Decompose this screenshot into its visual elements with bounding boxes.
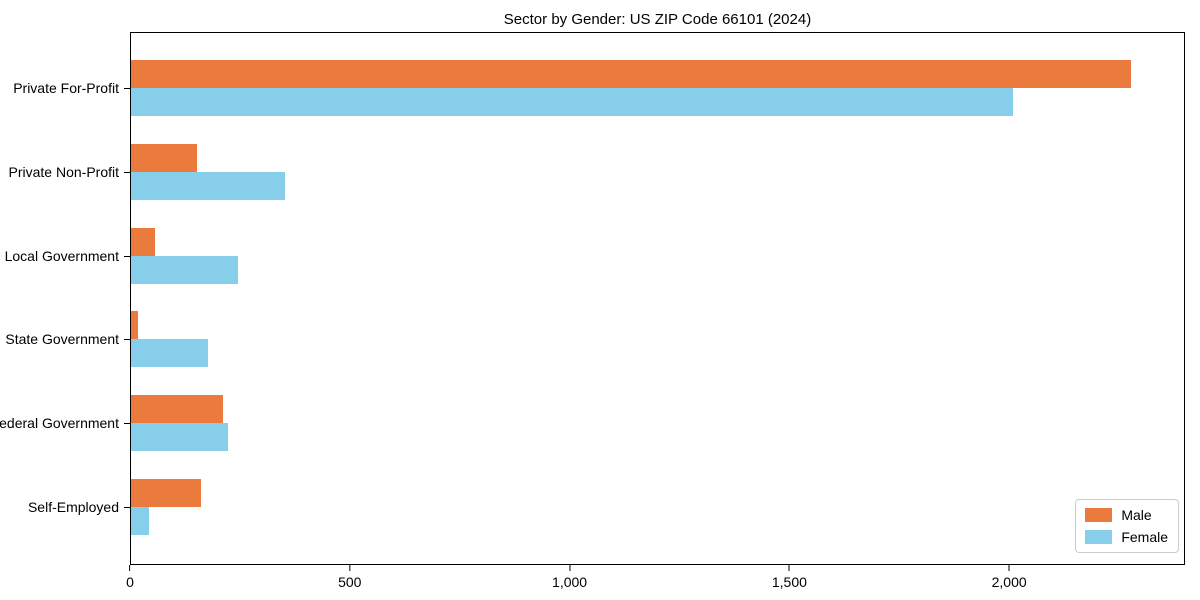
bar-male-0	[131, 59, 1132, 88]
x-tick-mark	[788, 565, 790, 571]
y-tick-mark	[124, 171, 130, 173]
bar-male-5	[131, 479, 202, 508]
x-tick: 0	[126, 565, 134, 590]
plot-area: Private For-Profit Private Non-Profit Loca…	[0, 32, 1185, 565]
bar-male-3	[131, 311, 138, 340]
y-tick-mark	[124, 339, 130, 341]
x-tick-label: 0	[126, 574, 134, 590]
x-tick: 1,500	[772, 565, 807, 590]
bar-female-2	[131, 255, 239, 284]
category-row-4: Federal Government	[0, 381, 1184, 465]
x-tick-mark	[1008, 565, 1010, 571]
legend-label-female: Female	[1121, 529, 1168, 545]
bar-female-0	[131, 87, 1013, 116]
y-tick-label: Self-Employed	[27, 499, 119, 516]
y-tick-label: Local Government	[4, 247, 119, 264]
category-row-0: Private For-Profit	[13, 46, 1184, 130]
category-row-2: Local Government	[5, 214, 1184, 298]
chart-title: Sector by Gender: US ZIP Code 66101 (202…	[503, 11, 812, 28]
bar-male-4	[131, 395, 224, 424]
x-axis: 0 500 1,000 1,500 2,000	[126, 565, 1185, 595]
y-tick-mark	[124, 507, 130, 509]
legend-item-female: Female	[1085, 529, 1168, 545]
bar-male-1	[131, 143, 197, 172]
x-tick-label: 500	[338, 574, 362, 590]
x-tick: 1,000	[552, 565, 587, 590]
y-tick-mark	[124, 87, 130, 89]
x-tick: 500	[338, 565, 361, 590]
y-tick-label: Private Non-Profit	[8, 163, 119, 180]
x-tick-mark	[349, 565, 351, 571]
x-tick-mark	[569, 565, 571, 571]
bar-male-2	[131, 227, 156, 256]
y-tick-label: Private For-Profit	[13, 79, 119, 96]
legend-swatch-male	[1085, 508, 1113, 522]
bar-female-5	[131, 507, 149, 536]
legend-item-male: Male	[1085, 507, 1168, 523]
category-row-5: Self-Employed	[28, 465, 1184, 549]
x-tick-label: 1,500	[771, 574, 807, 590]
y-tick-mark	[124, 255, 130, 257]
y-tick-mark	[124, 423, 130, 425]
bars-container: Private For-Profit Private Non-Profit Loca…	[0, 46, 1184, 549]
y-tick-label: State Government	[5, 331, 119, 348]
bar-female-4	[131, 423, 228, 452]
x-tick: 2,000	[992, 565, 1027, 590]
bar-female-3	[131, 339, 208, 368]
category-row-1: Private Non-Profit	[9, 130, 1184, 214]
category-row-3: State Government	[5, 297, 1184, 381]
x-tick-mark	[129, 565, 131, 571]
x-tick-label: 1,000	[552, 574, 588, 590]
bar-female-1	[131, 171, 285, 200]
x-tick-label: 2,000	[991, 574, 1027, 590]
legend: Male Female	[1075, 499, 1179, 553]
legend-label-male: Male	[1121, 507, 1152, 523]
y-tick-label: Federal Government	[0, 415, 119, 432]
legend-swatch-female	[1085, 530, 1113, 544]
